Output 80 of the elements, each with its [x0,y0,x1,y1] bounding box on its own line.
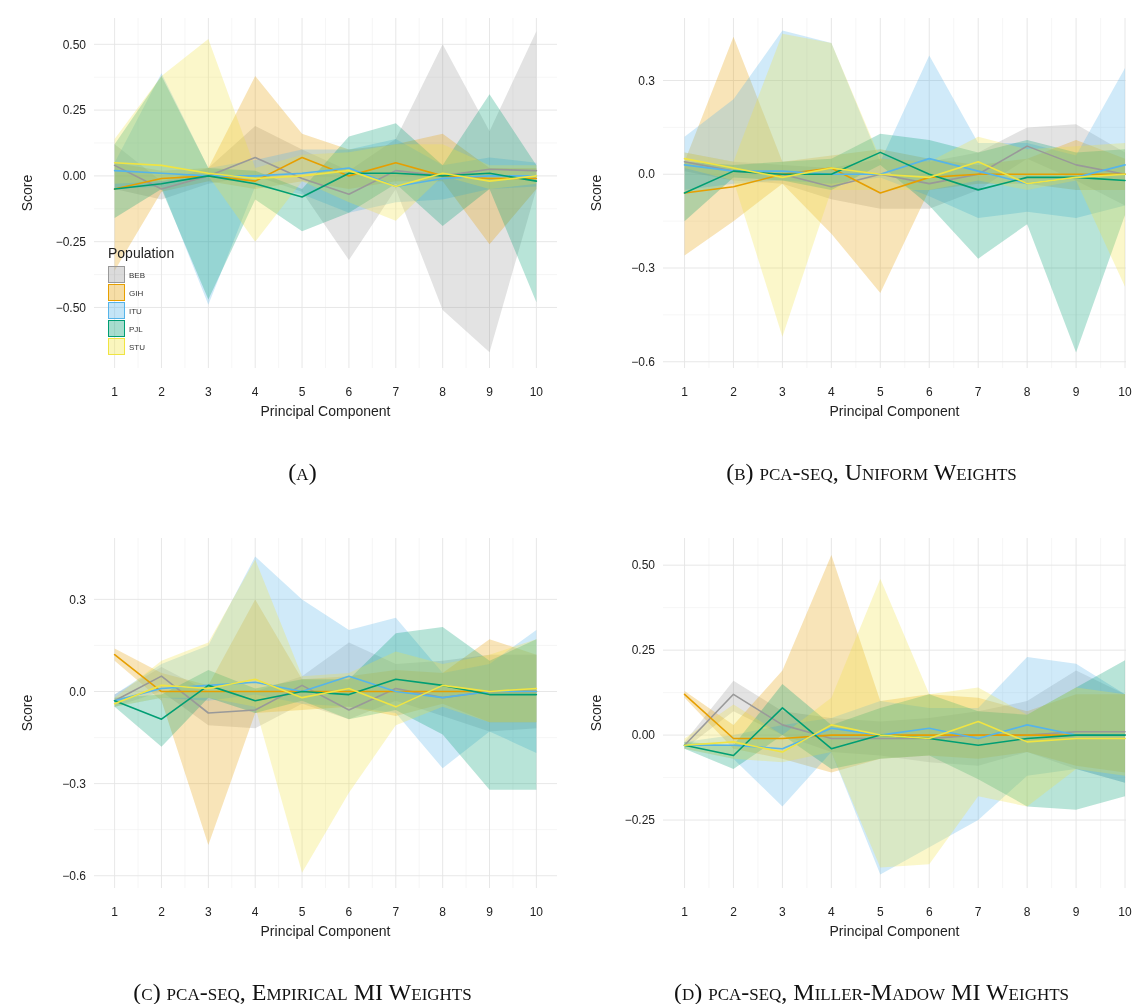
legend-label: GIH [129,289,144,298]
y-tick-label: 0.00 [631,728,656,743]
y-axis-title: Score [588,174,604,212]
x-axis-title: Principal Component [260,403,391,419]
x-axis-title: Principal Component [829,403,960,419]
x-tick-label: 3 [779,385,787,399]
x-tick-label: 5 [298,385,306,399]
x-tick-label: 6 [925,905,933,919]
x-tick-label: 9 [1072,905,1080,919]
line-series [113,172,538,198]
x-tick-label: 5 [876,385,884,399]
x-tick-label: 3 [205,385,212,399]
y-tick-label: 0.25 [631,643,656,658]
line-series [683,151,1126,194]
x-tick-label: 8 [439,905,447,919]
x-tick-label: 2 [730,385,738,399]
x-tick-label: 7 [974,905,982,919]
x-tick-label: 1 [111,905,119,919]
y-tick-label: −0.6 [631,354,656,369]
x-tick-label: 1 [681,385,689,399]
x-tick-label: 6 [345,385,353,399]
y-axis-title: Score [19,174,35,212]
x-tick-label: 10 [529,385,544,399]
x-tick-label: 9 [486,905,494,919]
y-tick-label: 0.3 [638,73,656,88]
y-tick-label: 0.25 [62,103,87,118]
x-tick-label: 4 [251,905,259,919]
y-tick-label: −0.25 [624,813,656,828]
x-tick-label: 2 [158,385,166,399]
line-series [683,157,1126,185]
y-tick-label: −0.3 [62,776,87,791]
x-tick-label: 9 [1072,385,1080,399]
x-tick-label: 3 [779,905,787,919]
y-tick-label: −0.6 [62,868,87,883]
x-tick-label: 3 [205,905,212,919]
line-series [683,167,1126,194]
x-tick-label: 6 [925,385,933,399]
y-tick-label: −0.25 [55,234,87,249]
x-tick-label: 10 [1118,385,1133,399]
x-tick-label: 8 [1023,385,1031,399]
x-tick-label: 8 [1023,905,1031,919]
legend-label: PJL [129,325,144,334]
x-tick-label: 7 [392,905,400,919]
x-tick-label: 6 [345,905,353,919]
text: (b) pca-seq, Uniform Weights [726,459,1017,485]
y-tick-label: −0.50 [55,300,87,315]
x-tick-label: 7 [392,385,400,399]
x-tick-label: 1 [111,385,119,399]
x-tick-label: 5 [876,905,884,919]
y-tick-label: 0.00 [62,169,87,184]
legend-title: Population [108,245,175,261]
x-axis-title: Principal Component [260,923,391,939]
line-series [113,678,538,708]
line-series [113,675,538,702]
x-tick-label: 10 [1118,905,1133,919]
x-tick-label: 2 [158,905,166,919]
y-tick-label: 0.3 [69,592,87,607]
legend-label: ITU [129,307,143,316]
x-axis-title: Principal Component [829,923,960,939]
x-tick-label: 4 [251,385,259,399]
x-tick-label: 9 [486,385,494,399]
y-tick-label: 0.0 [638,167,656,182]
y-tick-label: −0.3 [631,261,656,276]
line-series [113,678,538,720]
x-tick-label: 2 [730,905,738,919]
y-axis-title: Score [588,694,604,732]
text: (a) [288,459,317,485]
x-tick-label: 4 [828,905,836,919]
x-tick-label: 5 [298,905,306,919]
y-tick-label: 0.50 [631,558,656,573]
x-tick-label: 4 [828,385,836,399]
x-tick-label: 1 [681,905,689,919]
x-tick-label: 8 [439,385,447,399]
y-axis-title: Score [19,694,35,732]
x-tick-label: 7 [974,385,982,399]
legend-label: BEB [129,271,146,280]
y-tick-label: 0.50 [62,37,87,52]
y-tick-label: 0.0 [69,684,87,699]
x-tick-label: 10 [529,905,544,919]
legend-label: STU [129,343,146,352]
